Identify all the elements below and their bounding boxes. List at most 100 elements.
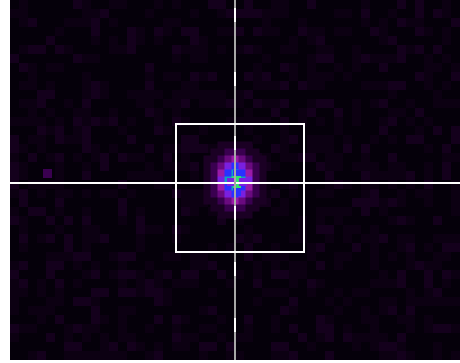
noise-pixel bbox=[118, 0, 127, 9]
noise-pixel bbox=[379, 99, 388, 108]
beam-intensity-image[interactable] bbox=[10, 0, 460, 360]
noise-pixel bbox=[136, 207, 145, 216]
noise-pixel bbox=[280, 306, 289, 315]
noise-pixel bbox=[316, 279, 325, 288]
noise-pixel bbox=[442, 270, 451, 279]
noise-pixel bbox=[28, 207, 37, 216]
noise-pixel bbox=[190, 162, 199, 171]
noise-pixel bbox=[109, 189, 118, 198]
noise-pixel bbox=[37, 207, 46, 216]
noise-pixel bbox=[244, 252, 253, 261]
noise-pixel bbox=[55, 252, 64, 261]
noise-pixel bbox=[181, 270, 190, 279]
noise-pixel bbox=[172, 108, 181, 117]
noise-pixel bbox=[316, 189, 325, 198]
noise-pixel bbox=[19, 81, 28, 90]
noise-pixel bbox=[424, 270, 433, 279]
noise-pixel bbox=[154, 351, 163, 360]
noise-pixel bbox=[280, 9, 289, 18]
noise-pixel bbox=[397, 279, 406, 288]
noise-pixel bbox=[451, 207, 460, 216]
beam-pixel bbox=[224, 169, 232, 177]
noise-pixel bbox=[109, 252, 118, 261]
noise-pixel bbox=[46, 261, 55, 270]
noise-pixel bbox=[271, 9, 280, 18]
noise-pixel bbox=[10, 333, 19, 342]
noise-pixel bbox=[379, 171, 388, 180]
noise-pixel bbox=[343, 297, 352, 306]
beam-pixel bbox=[203, 162, 211, 170]
noise-pixel bbox=[217, 90, 226, 99]
noise-pixel bbox=[289, 153, 298, 162]
noise-pixel bbox=[307, 243, 316, 252]
noise-pixel bbox=[64, 45, 73, 54]
noise-pixel bbox=[73, 126, 82, 135]
noise-pixel bbox=[253, 279, 262, 288]
noise-pixel bbox=[361, 144, 370, 153]
noise-pixel bbox=[433, 9, 442, 18]
noise-pixel bbox=[145, 171, 154, 180]
beam-pixel bbox=[210, 176, 218, 184]
noise-pixel bbox=[100, 333, 109, 342]
noise-pixel bbox=[307, 0, 316, 9]
noise-pixel bbox=[28, 81, 37, 90]
noise-pixel bbox=[127, 270, 136, 279]
noise-pixel bbox=[334, 207, 343, 216]
noise-pixel bbox=[424, 117, 433, 126]
noise-pixel bbox=[361, 189, 370, 198]
noise-pixel bbox=[46, 306, 55, 315]
noise-pixel bbox=[190, 198, 199, 207]
noise-pixel bbox=[424, 144, 433, 153]
roi-box[interactable] bbox=[175, 123, 305, 253]
noise-pixel bbox=[388, 252, 397, 261]
beam-pixel bbox=[238, 141, 246, 149]
noise-pixel bbox=[379, 36, 388, 45]
noise-pixel bbox=[136, 279, 145, 288]
noise-pixel bbox=[73, 108, 82, 117]
noise-pixel bbox=[361, 207, 370, 216]
noise-pixel bbox=[334, 162, 343, 171]
noise-pixel bbox=[127, 306, 136, 315]
noise-pixel bbox=[433, 252, 442, 261]
noise-pixel bbox=[64, 135, 73, 144]
noise-pixel bbox=[91, 18, 100, 27]
noise-pixel bbox=[433, 99, 442, 108]
noise-pixel bbox=[370, 54, 379, 63]
noise-pixel bbox=[334, 288, 343, 297]
noise-pixel bbox=[370, 252, 379, 261]
beam-pixel bbox=[259, 183, 267, 191]
noise-pixel bbox=[91, 324, 100, 333]
noise-pixel bbox=[298, 261, 307, 270]
noise-pixel bbox=[163, 270, 172, 279]
noise-pixel bbox=[370, 261, 379, 270]
beam-pixel bbox=[245, 148, 253, 156]
noise-pixel bbox=[388, 162, 397, 171]
noise-pixel bbox=[145, 108, 154, 117]
noise-pixel bbox=[442, 99, 451, 108]
noise-pixel bbox=[55, 225, 64, 234]
noise-pixel bbox=[37, 126, 46, 135]
noise-pixel bbox=[28, 351, 37, 360]
noise-pixel bbox=[28, 117, 37, 126]
noise-pixel bbox=[145, 324, 154, 333]
noise-pixel bbox=[325, 315, 334, 324]
noise-pixel bbox=[100, 288, 109, 297]
noise-pixel bbox=[280, 144, 289, 153]
beam-pixel bbox=[245, 197, 253, 205]
noise-pixel bbox=[433, 342, 442, 351]
noise-pixel bbox=[136, 36, 145, 45]
noise-pixel bbox=[10, 153, 19, 162]
beam-pixel bbox=[224, 204, 232, 212]
noise-pixel bbox=[127, 153, 136, 162]
noise-pixel bbox=[73, 54, 82, 63]
noise-pixel bbox=[10, 144, 19, 153]
noise-pixel bbox=[271, 144, 280, 153]
beam-pixel bbox=[203, 183, 211, 191]
noise-pixel bbox=[172, 117, 181, 126]
noise-pixel bbox=[388, 36, 397, 45]
noise-pixel bbox=[226, 279, 235, 288]
noise-pixel bbox=[343, 72, 352, 81]
noise-pixel bbox=[433, 216, 442, 225]
noise-pixel bbox=[127, 45, 136, 54]
noise-pixel bbox=[55, 63, 64, 72]
